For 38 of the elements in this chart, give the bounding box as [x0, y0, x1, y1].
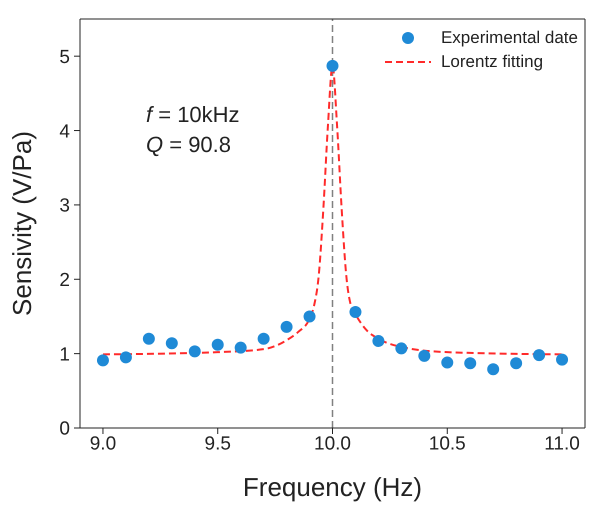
point	[533, 349, 546, 362]
point	[234, 342, 247, 354]
x-tick-label: 9.0	[90, 433, 116, 454]
y-tick-label: 4	[59, 121, 70, 142]
y-tick-label: 5	[59, 46, 70, 68]
y-tick-label: 1	[59, 344, 70, 366]
y-tick-label: 2	[59, 270, 70, 292]
point	[258, 332, 270, 345]
legend-label: Lorentz fitting	[440, 52, 544, 72]
point	[166, 337, 178, 350]
x-tick-label: 9.5	[204, 433, 231, 454]
point	[120, 351, 132, 364]
point	[464, 357, 476, 370]
point	[441, 356, 454, 369]
legend-label: Experimental date	[440, 28, 578, 48]
y-tick-label: 0	[59, 418, 70, 440]
point	[280, 320, 293, 333]
x-axis-title: Frequency (Hz)	[242, 472, 422, 502]
y-axis-title: Sensivity (V/Pa)	[7, 131, 38, 316]
point	[304, 310, 316, 322]
point	[349, 306, 362, 318]
point	[395, 342, 408, 354]
point	[212, 338, 224, 351]
point	[487, 363, 500, 376]
x-tick-label: 11.0	[544, 433, 580, 454]
y-tick-label: 3	[59, 196, 70, 217]
point	[326, 60, 338, 72]
point	[510, 357, 522, 370]
x-tick-label: 10.5	[428, 433, 466, 454]
point	[418, 350, 430, 362]
annotation: Q = 90.8	[146, 131, 232, 159]
annotation: f = 10kHz	[146, 101, 240, 129]
point	[142, 332, 155, 345]
point	[556, 354, 568, 366]
point	[372, 334, 384, 347]
x-tick-label: 10.0	[314, 433, 351, 454]
point	[188, 345, 201, 358]
point	[96, 354, 109, 366]
